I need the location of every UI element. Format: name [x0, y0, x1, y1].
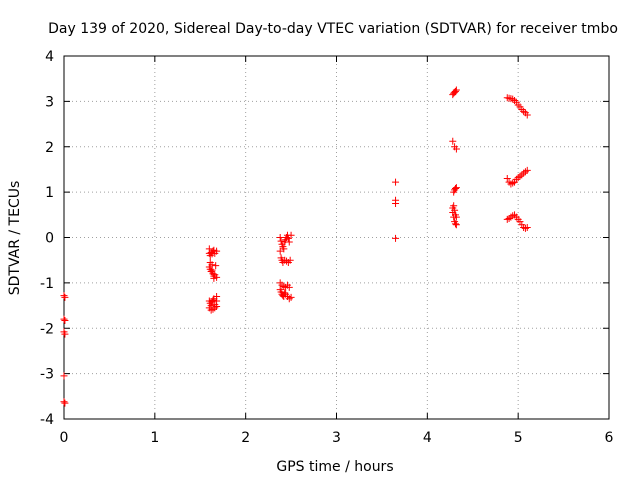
- data-point: [276, 234, 284, 241]
- y-axis-label: SDTVAR / TECUs: [7, 181, 23, 296]
- data-point: [287, 231, 295, 239]
- data-point: [514, 174, 522, 182]
- y-tick-label: 3: [45, 94, 54, 110]
- data-point: [507, 180, 515, 188]
- y-tick-label: 2: [45, 140, 54, 156]
- data-point: [511, 96, 519, 104]
- data-point: [523, 111, 531, 119]
- data-point: [210, 274, 218, 282]
- x-tick-label: 1: [150, 430, 159, 446]
- data-point: [392, 178, 400, 186]
- data-point: [505, 214, 513, 222]
- data-point: [509, 212, 517, 220]
- grid: [64, 56, 609, 419]
- data-point: [213, 302, 221, 310]
- x-tick-label: 0: [60, 430, 69, 446]
- data-point: [276, 247, 284, 255]
- y-tick-label: 1: [45, 185, 54, 201]
- y-tick-label: 4: [45, 49, 54, 65]
- data-point: [213, 292, 221, 300]
- chart-title: Day 139 of 2020, Sidereal Day-to-day VTE…: [48, 21, 618, 37]
- data-point: [520, 169, 528, 177]
- data-point: [521, 224, 529, 232]
- data-point: [60, 315, 68, 323]
- data-point: [285, 295, 293, 303]
- data-point: [392, 199, 400, 207]
- data-point: [512, 175, 520, 183]
- data-point: [281, 289, 289, 297]
- data-point: [514, 101, 522, 109]
- data-point: [280, 245, 288, 253]
- y-tick-label: -2: [40, 321, 54, 337]
- data-point: [208, 261, 216, 269]
- x-tick-label: 6: [605, 430, 614, 446]
- data-point: [61, 399, 69, 407]
- x-tick-label: 3: [332, 430, 341, 446]
- y-tick-label: -4: [40, 412, 54, 428]
- data-point: [209, 305, 217, 313]
- data-point: [206, 252, 214, 260]
- data-point: [61, 330, 69, 338]
- data-point: [213, 247, 221, 255]
- data-point: [452, 86, 460, 94]
- y-tick-labels: -4 -3 -2 -1 0 1 2 3 4: [40, 49, 54, 428]
- data-point: [516, 172, 524, 180]
- data-point: [452, 221, 460, 229]
- data-point: [452, 184, 460, 192]
- data-point: [287, 293, 295, 301]
- y-tick-label: 0: [45, 231, 54, 247]
- data-point: [518, 171, 526, 179]
- y-tick-label: -1: [40, 276, 54, 292]
- data-point: [211, 304, 219, 312]
- data-point: [286, 256, 294, 264]
- data-point: [520, 107, 528, 115]
- data-point: [280, 283, 288, 291]
- data-point: [451, 87, 459, 95]
- data-point: [523, 166, 531, 174]
- data-point: [449, 209, 457, 217]
- data-point: [523, 224, 531, 232]
- data-point: [283, 257, 291, 265]
- data-point: [521, 168, 529, 176]
- data-point: [518, 106, 526, 114]
- data-point: [452, 145, 460, 153]
- x-tick-label: 5: [514, 430, 523, 446]
- data-point: [509, 95, 517, 103]
- x-axis-label: GPS time / hours: [276, 459, 393, 475]
- data-point: [503, 215, 511, 223]
- data-point: [209, 296, 217, 304]
- data-point: [60, 292, 68, 300]
- data-point: [516, 218, 524, 226]
- x-tick-labels: 0 1 2 3 4 5 6: [60, 430, 614, 446]
- y-tick-label: -3: [40, 367, 54, 383]
- data-point: [451, 220, 459, 228]
- data-point: [503, 175, 511, 183]
- data-point: [392, 234, 400, 242]
- data-point: [509, 179, 517, 187]
- data-point: [450, 202, 458, 210]
- data-point: [212, 262, 220, 270]
- data-point: [205, 245, 213, 253]
- data-point: [285, 238, 293, 246]
- data-points: [60, 86, 531, 407]
- data-point: [277, 237, 285, 245]
- data-point: [285, 283, 293, 291]
- data-point: [61, 293, 69, 301]
- data-point: [60, 398, 68, 406]
- data-point: [451, 184, 459, 192]
- x-tick-label: 4: [423, 430, 432, 446]
- data-point: [207, 306, 215, 314]
- plot-frame: [63, 55, 610, 420]
- x-tick-label: 2: [241, 430, 250, 446]
- data-point: [449, 137, 457, 145]
- data-point: [61, 317, 69, 325]
- data-point: [60, 372, 68, 380]
- data-point: [450, 213, 458, 221]
